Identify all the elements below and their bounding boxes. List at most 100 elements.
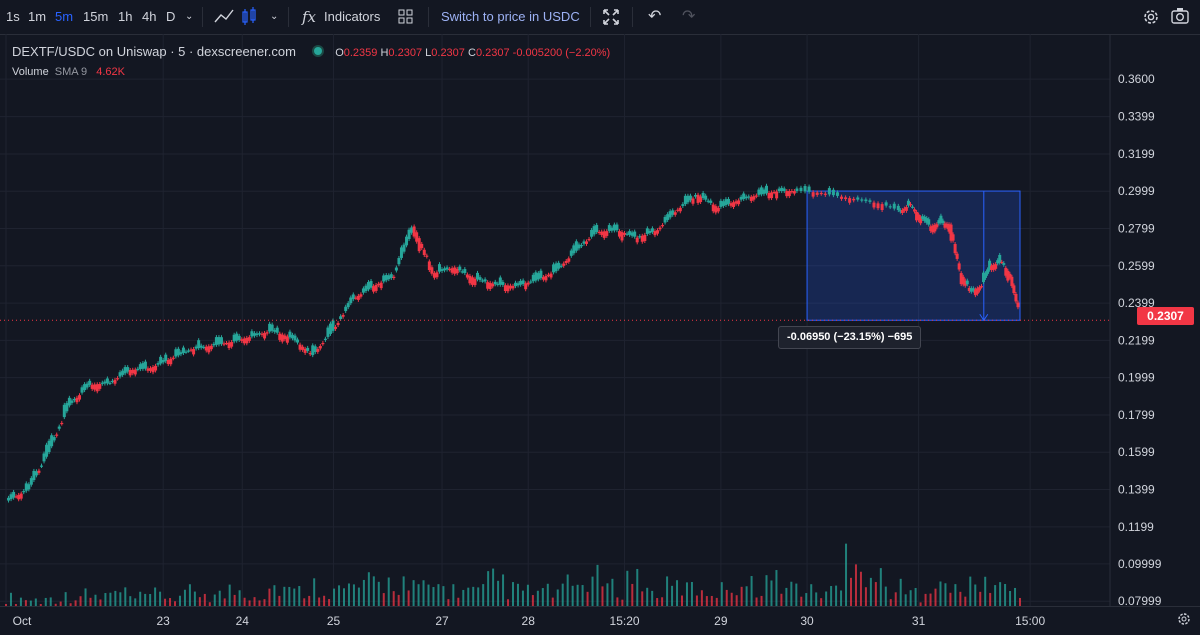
interval-1h[interactable]: 1h [118,9,133,24]
candle-body [382,275,386,282]
volume-bar [715,597,718,606]
candle-body [732,202,736,208]
candle-body [212,343,216,346]
candle-body [709,200,713,203]
candle-body [341,315,345,317]
candle-body [668,211,672,218]
candle-body [1002,263,1006,265]
volume-bar [367,572,370,606]
candle-body [990,265,994,271]
candle-body [686,195,690,203]
candle-body [318,346,322,349]
top-toolbar: 1s 1m 5m 15m 1h 4h D ⌄ ⌄ fx Indicators S… [0,0,1200,35]
candle-body [268,323,272,332]
redo-icon[interactable]: ↷ [682,8,696,25]
candle-body [410,227,414,233]
indicators-button[interactable]: Indicators [324,9,381,24]
line-chart-icon[interactable] [213,0,235,34]
volume-bar [362,579,365,606]
candle-body [977,287,981,291]
volume-bar [49,597,52,606]
candle-body [118,372,122,377]
candle-body [296,339,300,343]
indicators-icon[interactable]: fx [302,8,317,26]
volume-bar [556,589,559,606]
undo-icon[interactable]: ↶ [648,8,662,25]
switch-price-button[interactable]: Switch to price in USDC [441,9,580,24]
candle-body [807,186,811,192]
candle-body [953,243,957,254]
candlestick-icon[interactable] [241,0,257,34]
candle-body [526,282,530,285]
interval-dropdown-icon[interactable]: ⌄ [185,11,194,22]
candle-body [941,220,945,224]
candle-body [209,345,213,350]
volume-bar [695,595,698,606]
volume-bar [710,595,713,606]
candle-body [835,192,839,196]
candle-body [973,289,977,296]
volume-bar [44,597,47,606]
candle-body [1006,270,1010,281]
candle-body [159,356,163,364]
settings-gear-icon[interactable] [1141,0,1161,34]
interval-1s[interactable]: 1s [6,9,20,24]
candle-body [737,200,741,205]
volume-bar [969,576,972,606]
interval-d[interactable]: D [166,9,176,24]
candle-body [963,280,967,286]
axis-settings-icon[interactable] [1176,611,1192,632]
candle-body [179,352,183,355]
volume-bar [357,587,360,606]
candle-body [823,193,827,195]
volume-bar [621,599,624,606]
candle-body [440,269,444,271]
candle-body [384,275,388,281]
time-axis[interactable]: Oct 23 24 25 27 28 15:20 29 30 31 15:00 [0,606,1200,635]
candle-body [803,186,807,192]
volume-bar [328,599,331,606]
candle-body [17,494,21,500]
candle-body [448,268,452,271]
volume-bar [477,587,480,606]
layout-grid-icon[interactable] [398,0,414,34]
candle-body [39,465,43,467]
volume-bar [676,580,679,606]
interval-1m[interactable]: 1m [28,9,47,24]
candle-body [255,333,259,336]
interval-4h[interactable]: 4h [142,9,157,24]
interval-15m[interactable]: 15m [83,9,109,24]
candle-body [951,234,955,241]
interval-5m[interactable]: 5m [55,9,74,24]
candle-body [595,224,599,233]
volume-bar [313,578,316,606]
volume-bar [233,594,236,606]
candle-body [514,282,518,287]
candle-body [435,272,439,278]
candle-body [260,333,264,335]
camera-icon[interactable] [1170,0,1190,34]
volume-bar [382,593,385,606]
price-axis-label: 0.2199 [1118,333,1155,347]
volume-bar [54,603,57,606]
candle-body [148,368,152,371]
candle-body [103,381,107,384]
candle-body [831,189,835,196]
volume-bar [248,600,251,606]
candle-body [88,380,92,385]
chart-type-dropdown-icon[interactable]: ⌄ [270,11,279,22]
price-chart[interactable]: 0.3600 0.3399 0.3199 0.2999 0.2799 0.2599 0.23… [0,34,1200,606]
candle-body [22,491,26,493]
candle-body [7,497,11,501]
candle-body [143,361,147,369]
time-axis-label: 31 [911,614,926,628]
close-label: C [467,47,476,59]
volume-bar [780,593,783,606]
candle-body [767,192,771,199]
volume-bar [596,564,599,606]
candle-body [389,274,393,278]
price-axis-label: 0.3199 [1118,147,1155,161]
volume-bar [1014,587,1017,606]
candle-body [757,189,761,195]
fullscreen-icon[interactable] [602,0,620,34]
